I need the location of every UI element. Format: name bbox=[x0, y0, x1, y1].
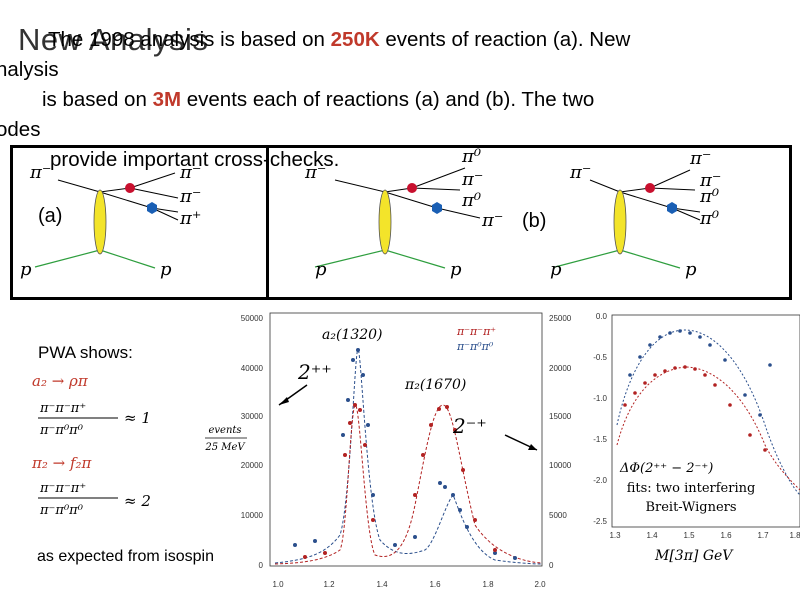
label-pi-zero: π⁰ bbox=[699, 186, 719, 207]
tick-left: 30000 bbox=[241, 412, 264, 421]
jpc-2pp: 2⁺⁺ bbox=[297, 360, 332, 384]
label-pi-zero: π⁰ bbox=[461, 190, 481, 211]
label-pi-minus: π⁻ bbox=[461, 169, 483, 190]
series-neutral bbox=[303, 403, 497, 559]
label-pi-zero: π⁰ bbox=[699, 208, 719, 229]
tick-x: 1.4 bbox=[646, 531, 658, 540]
jpc-2mp: 2⁻⁺ bbox=[452, 414, 487, 438]
label-proton: p bbox=[685, 259, 697, 280]
tick-x: 1.5 bbox=[683, 531, 695, 540]
tick-x: 1.6 bbox=[720, 531, 732, 540]
tick-x: 2.0 bbox=[534, 580, 546, 589]
isospin-note: as expected from isospin bbox=[37, 548, 214, 565]
pi2-ratio-denominator: π⁻π⁰π⁰ bbox=[39, 503, 84, 518]
isospin-ratios: a₂ → ρπ π⁻π⁻π⁺ π⁻π⁰π⁰ ≈ 1 π₂ → f₂π π⁻π⁻π… bbox=[31, 372, 151, 518]
tick-x: 1.3 bbox=[609, 531, 621, 540]
legend-neutral: π⁻π⁰π⁰ bbox=[456, 340, 494, 353]
tick-y: -1.0 bbox=[593, 394, 607, 403]
label-pi-minus: π⁻ bbox=[699, 170, 721, 191]
series-charged bbox=[293, 348, 517, 560]
paragraph-line-2: nalysis bbox=[0, 58, 59, 81]
label-pi-minus: π⁻ bbox=[179, 162, 201, 183]
tick-left: 50000 bbox=[241, 314, 264, 323]
phase-xlabel: M[3π] GeV bbox=[654, 548, 734, 564]
slide-title: New Analysis bbox=[18, 22, 209, 57]
tick-left: 40000 bbox=[241, 364, 264, 373]
pwa-heading: PWA shows: bbox=[38, 343, 133, 362]
tick-y: 0.0 bbox=[596, 312, 608, 321]
text-part: events of reaction (a). New bbox=[379, 28, 631, 51]
a2-ratio-value: ≈ 1 bbox=[124, 409, 151, 427]
diagram-a: π⁻ π⁻ π⁻ π⁺ p p bbox=[20, 162, 201, 280]
phase-series-neutral bbox=[623, 365, 767, 452]
tick-left: 0 bbox=[259, 561, 264, 570]
tick-x: 1.0 bbox=[272, 580, 284, 589]
ylabel-denominator: 25 MeV bbox=[204, 442, 246, 453]
tick-y: -0.5 bbox=[593, 353, 607, 362]
pi2-ratio-value: ≈ 2 bbox=[124, 492, 151, 510]
tick-right: 25000 bbox=[549, 314, 572, 323]
tick-y: -1.5 bbox=[593, 435, 607, 444]
label-proton: p bbox=[450, 259, 462, 280]
tick-x: 1.8 bbox=[482, 580, 494, 589]
tick-x: 1.8 bbox=[789, 531, 800, 540]
phase-caption-2: Breit-Wigners bbox=[645, 500, 736, 515]
tick-x: 1.4 bbox=[376, 580, 388, 589]
label-pi-minus: π⁻ bbox=[569, 162, 591, 183]
label-pi-minus: π⁻ bbox=[689, 148, 711, 169]
text-part: is based on bbox=[42, 88, 153, 111]
label-pi-minus: π⁻ bbox=[304, 162, 326, 183]
a2-ratio-numerator: π⁻π⁻π⁺ bbox=[39, 401, 86, 416]
a2-ratio-denominator: π⁻π⁰π⁰ bbox=[39, 423, 84, 438]
tick-x: 1.7 bbox=[757, 531, 769, 540]
label-b: (b) bbox=[522, 210, 547, 232]
phase-caption-1: fits: two interfering bbox=[627, 481, 756, 496]
diagram-b2: π⁻ π⁻ π⁻ π⁰ π⁰ p p bbox=[550, 148, 721, 280]
label-pi-zero: π⁰ bbox=[461, 146, 481, 167]
text-part: The 1998 analysis is based on bbox=[48, 28, 331, 51]
events-highlight-250k: 250K bbox=[330, 28, 380, 51]
paragraph-line-1: The 1998 analysis is based on 250K event… bbox=[48, 25, 630, 55]
pi2-label: π₂(1670) bbox=[404, 377, 466, 393]
a2-label: a₂(1320) bbox=[322, 327, 383, 343]
label-pi-minus: π⁻ bbox=[481, 210, 503, 231]
label-proton: p bbox=[315, 259, 327, 280]
tick-right: 0 bbox=[549, 561, 554, 570]
tick-right: 10000 bbox=[549, 461, 572, 470]
ylabel-numerator: events bbox=[208, 425, 241, 436]
tick-right: 20000 bbox=[549, 364, 572, 373]
tick-left: 20000 bbox=[241, 461, 264, 470]
tick-y: -2.0 bbox=[593, 476, 607, 485]
label-pi-minus: π⁻ bbox=[29, 162, 51, 183]
label-pi-minus: π⁻ bbox=[179, 186, 201, 207]
phase-label: ΔΦ(2⁺⁺ − 2⁻⁺) bbox=[619, 461, 713, 476]
tick-y: -2.5 bbox=[593, 517, 607, 526]
tick-right: 15000 bbox=[549, 412, 572, 421]
paragraph-line-3: is based on 3M events each of reactions … bbox=[42, 85, 594, 115]
diagram-b1: π⁻ π⁰ π⁻ π⁰ π⁻ p p bbox=[304, 146, 503, 280]
label-pi-plus: π⁺ bbox=[179, 208, 201, 229]
text-part: events each of reactions (a) and (b). Th… bbox=[181, 88, 595, 111]
legend-charged: π⁻π⁻π⁺ bbox=[456, 325, 496, 338]
paragraph-line-4: odes bbox=[0, 118, 41, 141]
label-proton: p bbox=[160, 259, 172, 280]
label-proton: p bbox=[20, 259, 32, 280]
label-a: (a) bbox=[38, 205, 63, 227]
pi2-ratio-numerator: π⁻π⁻π⁺ bbox=[39, 481, 86, 496]
mass-spectrum-plot: 50000 40000 30000 20000 10000 0 25000 20… bbox=[204, 312, 572, 589]
feynman-diagrams: π⁻ π⁻ π⁻ π⁺ p p π⁻ π⁰ π⁻ π⁰ π⁻ p p bbox=[20, 146, 721, 280]
diagram-box-b bbox=[266, 145, 792, 300]
tick-left: 10000 bbox=[241, 511, 264, 520]
tick-x: 1.2 bbox=[323, 580, 335, 589]
pi2-decay: π₂ → f₂π bbox=[31, 454, 93, 472]
phase-difference-plot: 0.0 -0.5 -1.0 -1.5 -2.0 -2.5 1.3 1.4 1.5… bbox=[593, 312, 800, 564]
label-proton: p bbox=[550, 259, 562, 280]
tick-x: 1.6 bbox=[429, 580, 441, 589]
events-highlight-3m: 3M bbox=[152, 88, 182, 111]
a2-decay: a₂ → ρπ bbox=[32, 372, 89, 390]
phase-series-charged bbox=[628, 329, 772, 417]
tick-right: 5000 bbox=[549, 511, 567, 520]
